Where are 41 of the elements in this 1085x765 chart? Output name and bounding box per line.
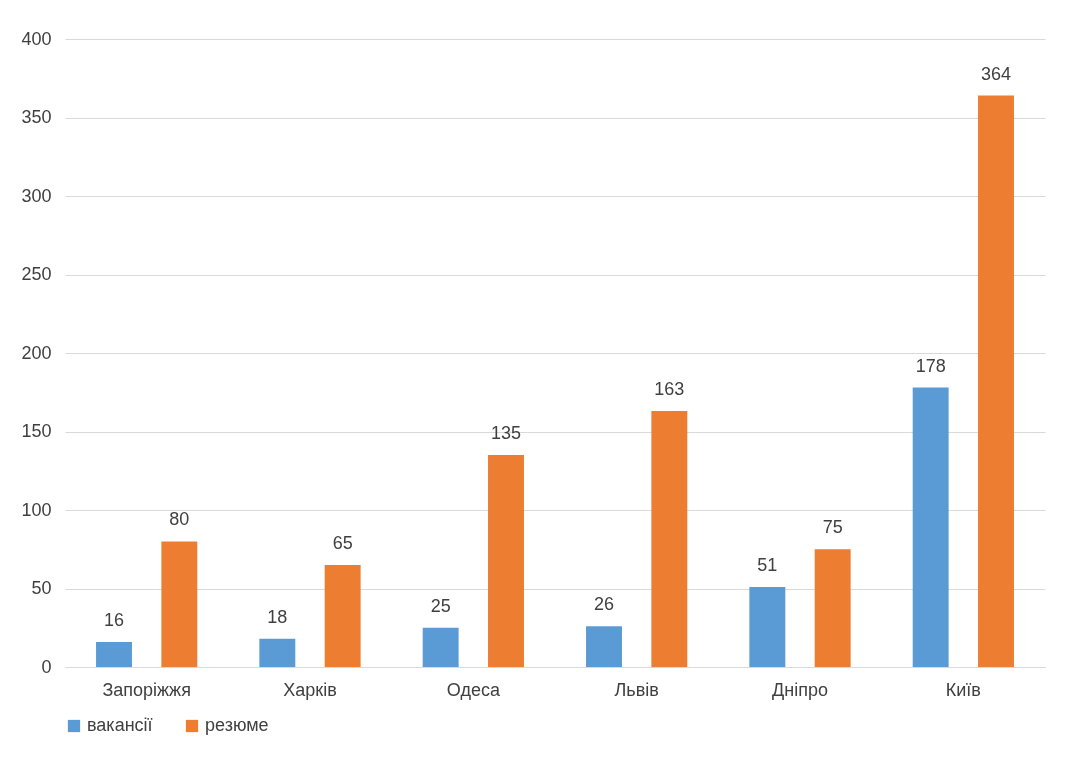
y-tick-label: 400 (21, 28, 52, 49)
bar (586, 626, 622, 667)
bar (259, 638, 296, 667)
y-tick-label: 250 (21, 264, 52, 284)
bar (749, 586, 786, 667)
y-tick-label: 150 (21, 421, 52, 441)
data-label: 80 (169, 509, 190, 530)
bar (324, 564, 361, 667)
x-tick-label: Львів (614, 679, 659, 700)
data-label: 25 (430, 595, 451, 616)
x-tick-label: Київ (945, 679, 981, 700)
y-tick-label: 350 (21, 107, 52, 127)
y-tick-label: 200 (21, 342, 52, 363)
x-tick-label: Дніпро (772, 679, 828, 700)
data-label: 364 (980, 63, 1012, 84)
legend-label: вакансії (87, 715, 153, 735)
bar (814, 549, 851, 667)
x-tick-label: Запоріжжя (102, 679, 191, 700)
bar (912, 387, 949, 667)
legend-label: резюме (205, 715, 269, 735)
bar (161, 541, 198, 667)
data-label: 178 (915, 355, 946, 376)
data-label: 163 (654, 379, 685, 400)
data-label: 51 (757, 554, 778, 575)
data-label: 26 (593, 594, 615, 615)
y-tick-label: 100 (21, 499, 52, 520)
x-tick-label: Харків (283, 679, 337, 700)
data-label: 65 (332, 532, 353, 553)
y-tick-label: 50 (31, 578, 52, 598)
data-label: 135 (490, 423, 522, 444)
bar (422, 627, 459, 667)
bar (651, 411, 688, 667)
bar (96, 641, 132, 667)
data-label: 75 (822, 517, 843, 538)
data-label: 18 (267, 606, 288, 627)
y-tick-label: 0 (41, 656, 52, 677)
bar (488, 455, 524, 667)
bar (978, 95, 1014, 667)
x-tick-label: Одеса (446, 679, 501, 700)
y-tick-label: 300 (21, 185, 52, 206)
data-label: 16 (103, 609, 125, 630)
